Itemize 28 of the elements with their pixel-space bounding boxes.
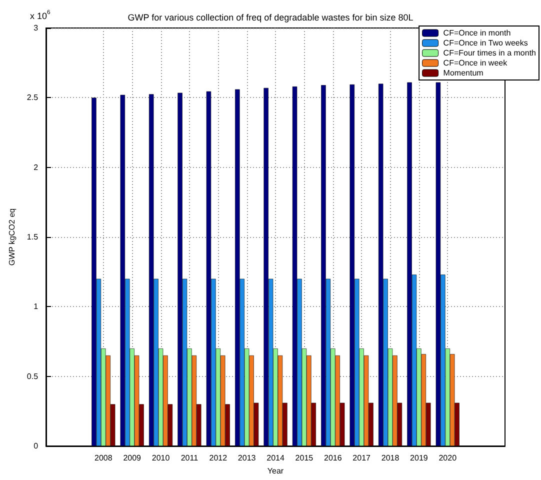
- x-tick-label: 2008: [94, 454, 113, 462]
- y-tick-label: 2: [34, 162, 39, 172]
- x-tick-label: 2020: [438, 454, 458, 462]
- y-tick-label: 0: [34, 442, 39, 450]
- y-axis-title: GWP kgCO2 eq: [8, 208, 16, 266]
- legend-label: Momentum: [443, 68, 484, 78]
- legend-label: CF=Once in week: [443, 58, 508, 68]
- y-tick-label: 2.5: [26, 93, 39, 102]
- y-tick-label: 3: [34, 24, 39, 32]
- x-tick-label: 2018: [381, 454, 400, 462]
- x-tick-label: 2009: [123, 454, 142, 462]
- x-tick-label: 2013: [238, 454, 256, 462]
- x-tick-label: 2010: [152, 454, 170, 462]
- y-tick-label: 0.5: [26, 372, 39, 381]
- x-tick-label: 2015: [295, 454, 314, 462]
- x-tick-label: 2016: [324, 454, 342, 462]
- x-tick-label: 2011: [180, 454, 199, 462]
- legend-label: CF=Four times in a month: [443, 48, 536, 58]
- chart-title: GWP for various collection of freq of degradable wastes for bin size 80L: [128, 12, 414, 22]
- x-tick-label: 2019: [410, 454, 428, 462]
- x-axis-title: Year: [267, 466, 284, 476]
- x-tick-label: 2012: [209, 454, 228, 462]
- x-tick-label: 2017: [352, 454, 372, 462]
- x-tick-label: 2014: [266, 454, 285, 462]
- legend-label: CF=Once in Two weeks: [443, 38, 528, 48]
- y-tick-label: 1: [34, 302, 39, 312]
- legend-label: CF=Once in month: [443, 28, 511, 38]
- y-tick-label: 1.5: [26, 232, 39, 242]
